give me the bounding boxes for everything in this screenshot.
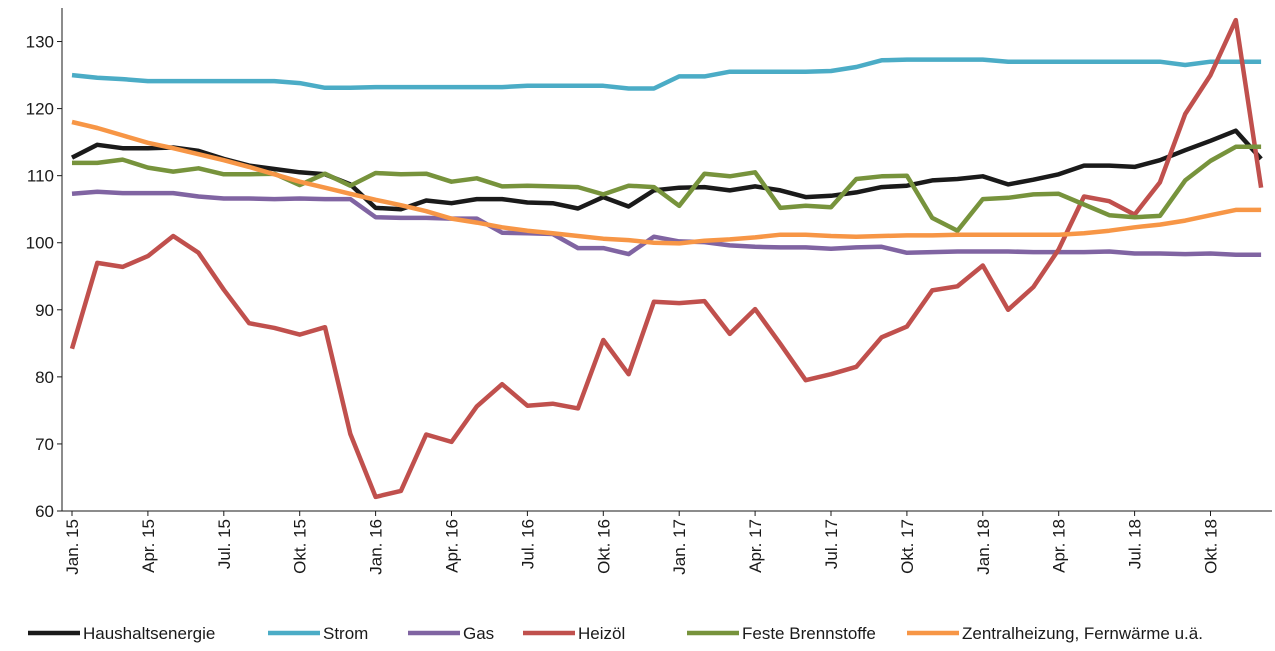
- x-tick-label: Okt. 16: [594, 519, 613, 574]
- x-tick-label: Jul. 15: [215, 519, 234, 569]
- y-tick-label: 100: [26, 234, 54, 253]
- x-tick-label: Jan. 17: [670, 519, 689, 575]
- x-tick-label: Jan. 16: [367, 519, 386, 575]
- x-tick-label: Apr. 18: [1050, 519, 1069, 573]
- series-line: [71, 57, 1262, 91]
- series-line: [71, 189, 1262, 258]
- series-line: [70, 128, 1263, 212]
- legend-label: Gas: [463, 624, 494, 643]
- legend-label: Heizöl: [578, 624, 625, 643]
- series-line: [69, 17, 1264, 500]
- y-tick-label: 90: [35, 301, 54, 320]
- x-tick-label: Jan. 15: [63, 519, 82, 575]
- x-tick-label: Apr. 16: [443, 519, 462, 573]
- y-tick-label: 130: [26, 33, 54, 52]
- y-tick-label: 110: [27, 167, 54, 186]
- legend-label: Strom: [323, 624, 368, 643]
- x-tick-label: Jan. 18: [974, 519, 993, 575]
- x-tick-label: Okt. 18: [1202, 519, 1221, 574]
- y-tick-label: 60: [35, 502, 54, 521]
- legend-label: Haushaltsenergie: [83, 624, 215, 643]
- legend-label: Zentralheizung, Fernwärme u.ä.: [962, 624, 1203, 643]
- x-tick-label: Apr. 15: [139, 519, 158, 573]
- x-tick-label: Jul. 16: [518, 519, 537, 569]
- series-line: [71, 119, 1262, 246]
- y-tick-label: 80: [35, 368, 54, 387]
- legend-label: Feste Brennstoffe: [742, 624, 876, 643]
- y-tick-label: 120: [26, 100, 54, 119]
- x-tick-label: Okt. 15: [291, 519, 310, 574]
- x-tick-label: Jul. 17: [822, 519, 841, 569]
- x-tick-label: Jul. 18: [1126, 519, 1145, 569]
- y-tick-label: 70: [35, 435, 54, 454]
- x-tick-label: Apr. 17: [746, 519, 765, 573]
- x-tick-label: Okt. 17: [898, 519, 917, 574]
